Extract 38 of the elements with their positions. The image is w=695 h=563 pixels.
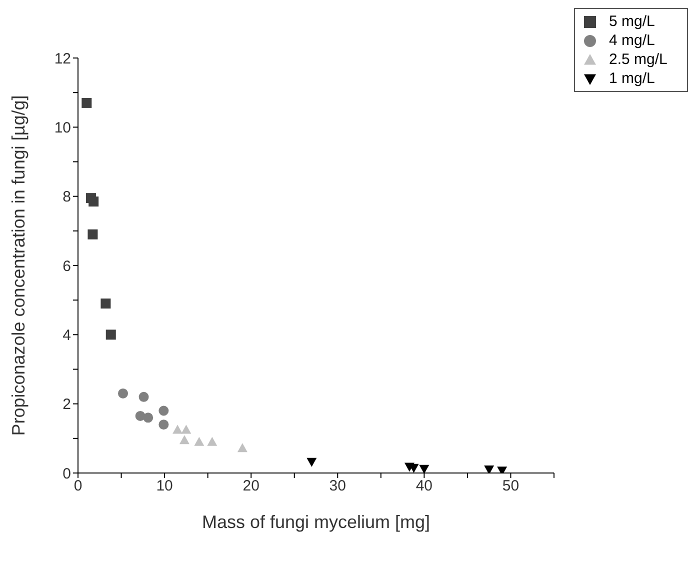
- y-tick-label: 6: [62, 258, 71, 275]
- point: [172, 424, 183, 434]
- x-tick-label: 0: [74, 478, 82, 495]
- point: [484, 466, 494, 473]
- y-tick-label: 0: [62, 465, 71, 482]
- point: [88, 196, 99, 207]
- legend-label: 1 mg/L: [609, 69, 655, 88]
- point: [181, 424, 192, 434]
- y-axis-title: Propiconazole concentration in fungi [µg/g]: [8, 95, 28, 436]
- x-tick-label: 50: [502, 478, 520, 495]
- point: [237, 443, 248, 452]
- point: [306, 458, 317, 467]
- x-tick-label: 10: [156, 478, 173, 495]
- point: [138, 392, 149, 402]
- point: [100, 298, 111, 309]
- point: [179, 435, 190, 444]
- y-tick-label: 4: [62, 326, 71, 344]
- x-axis-title: Mass of fungi mycelium [mg]: [202, 512, 430, 532]
- y-tick-label: 12: [54, 50, 71, 68]
- point: [158, 406, 169, 416]
- legend-label: 5 mg/L: [609, 12, 655, 31]
- point: [106, 330, 116, 340]
- point: [158, 420, 169, 430]
- point: [194, 436, 204, 446]
- x-tick-label: 30: [329, 478, 346, 495]
- x-tick-label: 20: [242, 478, 260, 495]
- y-tick-label: 10: [54, 119, 71, 136]
- point: [419, 464, 430, 473]
- y-tick-label: 8: [62, 188, 71, 206]
- point: [207, 436, 218, 446]
- x-tick-label: 40: [416, 478, 433, 495]
- point: [82, 98, 92, 108]
- legend-label: 4 mg/L: [609, 31, 655, 50]
- point: [88, 229, 98, 240]
- y-tick-label: 2: [62, 396, 71, 414]
- legend-label: 2.5 mg/L: [609, 50, 668, 69]
- point: [118, 388, 128, 398]
- point: [143, 412, 154, 423]
